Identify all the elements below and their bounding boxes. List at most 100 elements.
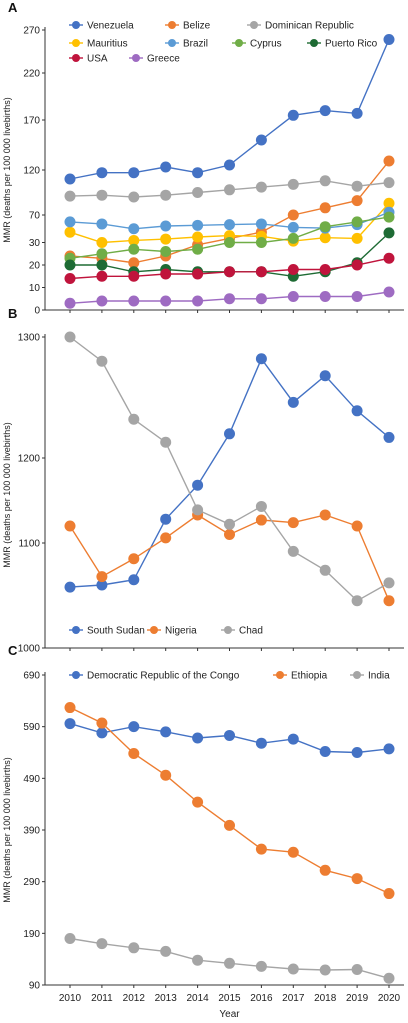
legend-label: Cyprus — [250, 39, 282, 50]
data-point — [383, 888, 395, 900]
y-tick-label: 0 — [34, 306, 40, 317]
data-point — [160, 189, 172, 201]
legend-item-democratic-republic-of-the-congo: Democratic Republic of the Congo — [69, 671, 240, 682]
legend-label: Ethiopia — [291, 671, 328, 682]
legend-swatch-marker — [353, 671, 361, 679]
y-tick-label: 390 — [23, 826, 40, 837]
x-tick-label: 2020 — [378, 993, 401, 1004]
data-point — [160, 513, 172, 525]
data-point — [160, 295, 172, 307]
data-point — [160, 532, 172, 544]
data-point — [64, 173, 76, 185]
y-tick-label: 290 — [23, 877, 40, 888]
series-line — [69, 357, 390, 588]
data-point — [255, 514, 267, 526]
data-point — [64, 190, 76, 202]
panel-b: B 1000 1100 1200 1300 MMR (deaths per 100 000… — [2, 306, 404, 655]
y-tick-label: 1000 — [18, 644, 41, 655]
series-usa — [64, 252, 395, 284]
series-dominican-republic — [64, 175, 395, 203]
data-point — [128, 574, 140, 586]
data-point — [128, 270, 140, 282]
data-point — [383, 286, 395, 298]
data-point — [64, 933, 76, 944]
y-tick-label: 20 — [29, 261, 41, 272]
legend-label: Democratic Republic of the Congo — [87, 671, 240, 682]
data-point — [287, 209, 299, 221]
x-tick-label: 2016 — [250, 993, 273, 1004]
data-point — [96, 938, 108, 950]
legend-label: Venezuela — [87, 21, 134, 32]
y-tick-label: 1300 — [18, 333, 41, 344]
data-point — [224, 219, 235, 231]
data-point — [160, 436, 172, 448]
data-point — [351, 520, 363, 532]
data-point — [160, 161, 172, 173]
y-tick-label: 490 — [23, 774, 40, 785]
data-point — [192, 732, 204, 744]
data-point — [128, 234, 140, 246]
data-point — [351, 291, 363, 302]
legend-item-belize: Belize — [165, 21, 211, 32]
data-point — [224, 957, 235, 969]
y-tick-label: 170 — [23, 116, 40, 127]
x-tick-label: 2019 — [346, 993, 369, 1004]
data-point — [287, 109, 299, 121]
y-tick-label: 1200 — [18, 454, 41, 465]
data-point — [319, 509, 331, 521]
data-point — [287, 221, 299, 233]
data-point — [192, 231, 204, 243]
data-point — [192, 243, 204, 255]
y-tick-label: 120 — [23, 166, 40, 177]
data-point — [255, 293, 267, 305]
data-point — [64, 331, 76, 343]
data-point — [287, 178, 299, 190]
legend-label: Greece — [147, 54, 180, 65]
legend-item-chad: Chad — [221, 626, 263, 637]
series-line — [69, 39, 390, 180]
data-point — [64, 702, 76, 714]
legend-label: Nigeria — [165, 626, 197, 637]
data-point — [64, 581, 76, 593]
data-point — [319, 105, 331, 117]
data-point — [319, 964, 331, 976]
data-point — [128, 191, 140, 203]
data-point — [383, 252, 395, 264]
legend-swatch-marker — [150, 626, 158, 634]
legend-item-ethiopia: Ethiopia — [273, 671, 328, 682]
y-tick-label: 690 — [23, 671, 40, 682]
legend-item-india: India — [350, 671, 390, 682]
data-point — [287, 232, 299, 244]
legend-label: South Sudan — [87, 626, 145, 637]
legend-label: Brazil — [183, 39, 208, 50]
data-point — [128, 413, 140, 425]
data-point — [192, 268, 204, 280]
data-point — [64, 216, 76, 228]
data-point — [383, 177, 395, 189]
data-point — [287, 733, 299, 745]
legend-swatch-marker — [72, 39, 80, 47]
data-point — [287, 545, 299, 557]
y-tick-label: 220 — [23, 69, 40, 80]
data-point — [255, 737, 267, 749]
data-point — [192, 167, 204, 179]
data-point — [64, 520, 76, 532]
x-axis-label: Year — [219, 1009, 240, 1020]
data-point — [192, 954, 204, 966]
data-point — [319, 564, 331, 576]
data-point — [96, 167, 108, 179]
legend-swatch-marker — [310, 39, 318, 47]
legend-item-venezuela: Venezuela — [69, 21, 134, 32]
panel-letter: A — [8, 0, 18, 15]
x-tick-label: 2011 — [91, 993, 113, 1004]
data-point — [96, 571, 108, 583]
legend-swatch-marker — [224, 626, 232, 634]
legend-swatch-marker — [168, 39, 176, 47]
data-point — [160, 233, 172, 245]
legend-swatch-marker — [72, 671, 80, 679]
series-india — [64, 933, 395, 984]
series-ethiopia — [64, 702, 395, 900]
legend-label: Belize — [183, 21, 211, 32]
data-point — [160, 769, 172, 781]
data-point — [128, 721, 140, 733]
